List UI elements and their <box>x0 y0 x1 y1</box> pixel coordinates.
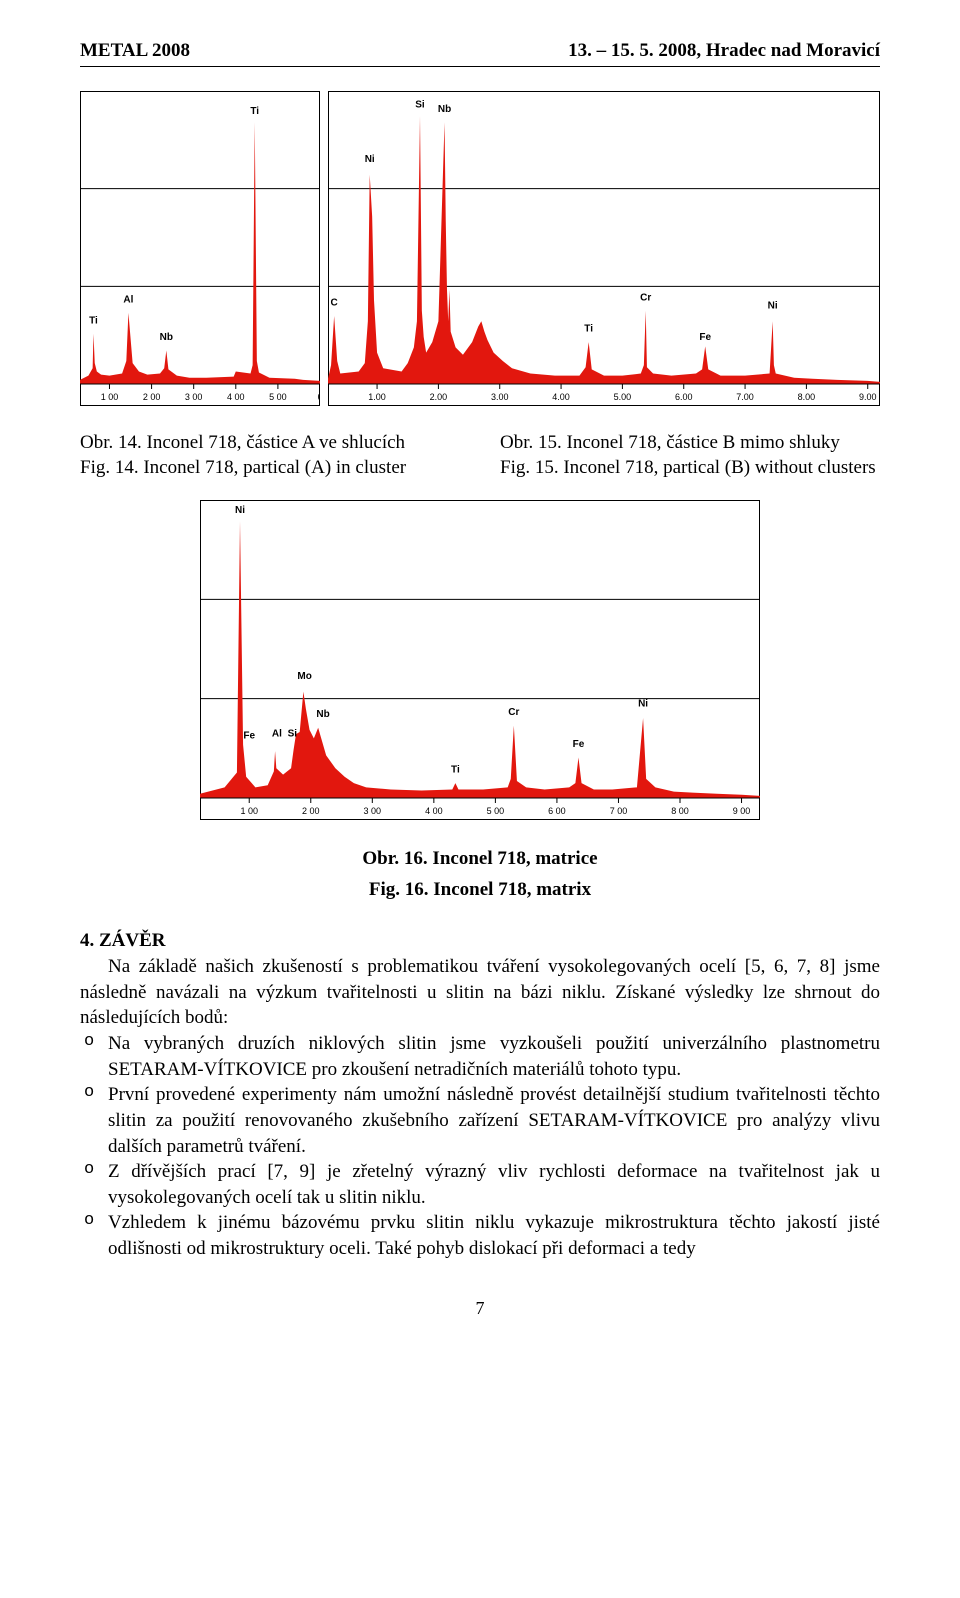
header-right: 13. – 15. 5. 2008, Hradec nad Moravicí <box>568 40 880 62</box>
svg-text:3 00: 3 00 <box>185 392 203 402</box>
fig16-caption-en: Fig. 16. Inconel 718, matrix <box>369 879 591 900</box>
fig15-caption-en: Fig. 15. Inconel 718, partical (B) witho… <box>500 456 880 481</box>
svg-text:Cr: Cr <box>640 292 651 303</box>
section-number: 4. <box>80 930 94 951</box>
conclusion-bullets: Na vybraných druzích niklových slitin js… <box>80 1031 880 1262</box>
svg-text:Ti: Ti <box>451 765 460 776</box>
fig15-caption-cz: Obr. 15. Inconel 718, částice B mimo shl… <box>500 431 880 456</box>
svg-text:Mo: Mo <box>297 671 311 682</box>
svg-text:6.00: 6.00 <box>675 392 693 402</box>
conclusion-bullet: Na vybraných druzích niklových slitin js… <box>80 1031 880 1082</box>
page-number: 7 <box>80 1298 880 1319</box>
svg-text:1.00: 1.00 <box>368 392 386 402</box>
svg-text:Nb: Nb <box>316 709 329 720</box>
top-spectra-row: TiAlNbTi1 002 003 004 005 006 CNiSiNbTiC… <box>80 91 880 411</box>
svg-text:Ti: Ti <box>250 106 259 117</box>
svg-text:2 00: 2 00 <box>143 392 161 402</box>
svg-text:8.00: 8.00 <box>798 392 816 402</box>
header-left: METAL 2008 <box>80 40 190 62</box>
svg-text:5 00: 5 00 <box>269 392 287 402</box>
svg-text:9.00: 9.00 <box>859 392 877 402</box>
svg-text:Fe: Fe <box>699 332 711 343</box>
svg-text:Ni: Ni <box>768 301 778 312</box>
svg-text:Ni: Ni <box>365 154 375 165</box>
center-captions: Obr. 16. Inconel 718, matrice Fig. 16. I… <box>80 845 880 904</box>
spectrum-chart-right: C Ni Si Nb Ti Cr Fe Ni 1.00 2.00 3.00 4.00 5.00 6.00 7… <box>328 91 880 411</box>
svg-text:5.00: 5.00 <box>614 392 632 402</box>
svg-text:1 00: 1 00 <box>240 806 258 816</box>
svg-text:2.00: 2.00 <box>430 392 448 402</box>
svg-text:4 00: 4 00 <box>227 392 245 402</box>
section-title: ZÁVĚR <box>99 930 166 951</box>
svg-text:3.00: 3.00 <box>491 392 509 402</box>
svg-text:6: 6 <box>317 392 320 402</box>
conclusion-bullet: Vzhledem k jinému bázovému prvku slitin … <box>80 1210 880 1261</box>
svg-text:4.00: 4.00 <box>552 392 570 402</box>
svg-text:Ni: Ni <box>235 505 245 516</box>
top-captions: Obr. 14. Inconel 718, částice A ve shluc… <box>80 431 880 480</box>
svg-text:Si: Si <box>288 729 298 740</box>
center-chart-wrapper: Ni Fe Al Si Mo Nb Ti Cr Fe Ni 1 00 2 00 3 00 4 00 5 00… <box>80 500 880 825</box>
svg-text:Al: Al <box>272 729 282 740</box>
header-rule <box>80 66 880 67</box>
svg-text:9 00: 9 00 <box>733 806 751 816</box>
svg-text:C: C <box>331 298 338 309</box>
section-paragraph: Na základě našich zkušeností s problemat… <box>80 954 880 1031</box>
spectrum-chart-center: Ni Fe Al Si Mo Nb Ti Cr Fe Ni 1 00 2 00 3 00 4 00 5 00… <box>200 500 760 825</box>
svg-text:Nb: Nb <box>438 104 451 115</box>
svg-text:Ti: Ti <box>584 324 593 335</box>
fig14-caption-cz: Obr. 14. Inconel 718, částice A ve shluc… <box>80 431 460 456</box>
svg-text:7.00: 7.00 <box>736 392 754 402</box>
svg-text:6 00: 6 00 <box>548 806 566 816</box>
conclusion-bullet: První provedené experimenty nám umožní n… <box>80 1082 880 1159</box>
svg-text:8 00: 8 00 <box>671 806 689 816</box>
section-4: 4. ZÁVĚR Na základě našich zkušeností s … <box>80 928 880 1261</box>
svg-text:4 00: 4 00 <box>425 806 443 816</box>
svg-text:Ti: Ti <box>89 315 98 326</box>
svg-text:Nb: Nb <box>160 332 173 343</box>
svg-text:2 00: 2 00 <box>302 806 320 816</box>
fig16-caption-cz: Obr. 16. Inconel 718, matrice <box>362 848 597 869</box>
svg-text:7 00: 7 00 <box>610 806 628 816</box>
svg-text:Si: Si <box>415 100 425 111</box>
svg-text:Al: Al <box>123 294 133 305</box>
svg-text:5 00: 5 00 <box>487 806 505 816</box>
svg-text:Fe: Fe <box>243 731 255 742</box>
fig14-caption-en: Fig. 14. Inconel 718, partical (A) in cl… <box>80 456 460 481</box>
svg-text:Cr: Cr <box>508 707 519 718</box>
page-header: METAL 2008 13. – 15. 5. 2008, Hradec nad… <box>80 40 880 62</box>
svg-text:Fe: Fe <box>573 739 585 750</box>
svg-text:1 00: 1 00 <box>101 392 119 402</box>
conclusion-bullet: Z dřívějších prací [7, 9] je zřetelný vý… <box>80 1159 880 1210</box>
svg-text:Ni: Ni <box>638 699 648 710</box>
spectrum-chart-left: Ti Al Nb Ti 1 00 2 00 3 00 4 00 5 00 6 <box>80 91 320 411</box>
svg-text:3 00: 3 00 <box>364 806 382 816</box>
